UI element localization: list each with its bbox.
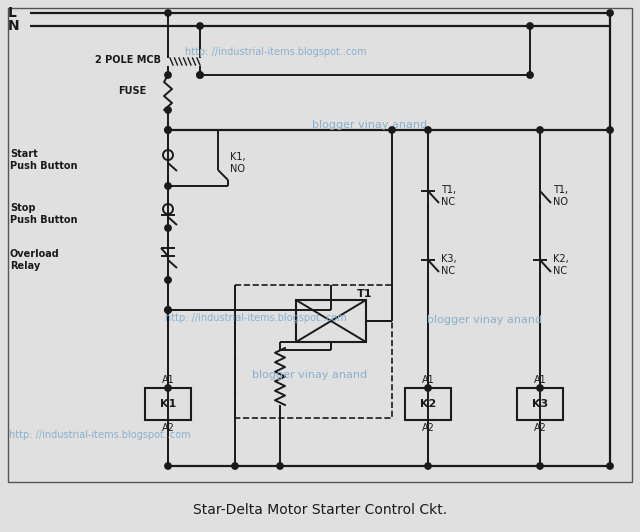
Circle shape bbox=[165, 307, 172, 313]
Circle shape bbox=[389, 127, 396, 133]
Text: http: //industrial-items.blogspot..com: http: //industrial-items.blogspot..com bbox=[185, 47, 367, 57]
Circle shape bbox=[607, 463, 613, 469]
Text: http: //industrial-items.blogspot..com: http: //industrial-items.blogspot..com bbox=[9, 430, 191, 440]
Circle shape bbox=[165, 183, 172, 189]
Bar bbox=[517, 388, 563, 420]
Circle shape bbox=[165, 127, 172, 133]
Circle shape bbox=[197, 72, 204, 78]
Circle shape bbox=[165, 463, 172, 469]
Bar bbox=[145, 388, 191, 420]
Circle shape bbox=[165, 10, 172, 16]
Text: blogger vinay anand: blogger vinay anand bbox=[428, 315, 543, 325]
Bar bbox=[296, 300, 366, 342]
Circle shape bbox=[537, 127, 543, 133]
Text: T1: T1 bbox=[357, 289, 372, 299]
Circle shape bbox=[165, 107, 172, 113]
Text: Start
Push Button: Start Push Button bbox=[10, 149, 77, 171]
Text: T1,
NC: T1, NC bbox=[441, 185, 456, 207]
Text: http: //industrial-items.blogspot..com: http: //industrial-items.blogspot..com bbox=[165, 313, 347, 323]
Circle shape bbox=[165, 225, 172, 231]
Circle shape bbox=[425, 463, 431, 469]
Circle shape bbox=[277, 463, 283, 469]
Circle shape bbox=[165, 127, 172, 133]
Circle shape bbox=[197, 23, 204, 29]
Circle shape bbox=[165, 72, 172, 78]
Text: K3: K3 bbox=[532, 399, 548, 409]
Text: K3,
NC: K3, NC bbox=[441, 254, 456, 276]
Text: A2: A2 bbox=[422, 423, 435, 433]
Text: FUSE: FUSE bbox=[118, 86, 147, 96]
Bar bbox=[405, 388, 451, 420]
Text: Overload
Relay: Overload Relay bbox=[10, 249, 60, 271]
Bar bbox=[8, 8, 632, 482]
Text: K1,
NO: K1, NO bbox=[230, 152, 246, 174]
Text: L: L bbox=[8, 6, 17, 20]
Circle shape bbox=[197, 72, 204, 78]
Circle shape bbox=[232, 463, 238, 469]
Text: Stop
Push Button: Stop Push Button bbox=[10, 203, 77, 225]
Text: A2: A2 bbox=[534, 423, 547, 433]
Text: A1: A1 bbox=[422, 375, 435, 385]
Text: A1: A1 bbox=[534, 375, 547, 385]
Circle shape bbox=[425, 385, 431, 391]
Text: T1,
NO: T1, NO bbox=[553, 185, 568, 207]
Text: 2 POLE MCB: 2 POLE MCB bbox=[95, 55, 161, 65]
Circle shape bbox=[165, 307, 172, 313]
Circle shape bbox=[537, 385, 543, 391]
Text: A1: A1 bbox=[162, 375, 174, 385]
Circle shape bbox=[527, 72, 533, 78]
Text: blogger vinay anand: blogger vinay anand bbox=[252, 370, 367, 380]
Text: N: N bbox=[8, 19, 20, 33]
Text: K1: K1 bbox=[160, 399, 176, 409]
Bar bbox=[235, 285, 392, 418]
Circle shape bbox=[537, 463, 543, 469]
Circle shape bbox=[165, 277, 172, 283]
Circle shape bbox=[607, 10, 613, 16]
Text: blogger vinay anand: blogger vinay anand bbox=[312, 120, 428, 130]
Circle shape bbox=[607, 127, 613, 133]
Text: A2: A2 bbox=[161, 423, 175, 433]
Circle shape bbox=[527, 23, 533, 29]
Text: Star-Delta Motor Starter Control Ckt.: Star-Delta Motor Starter Control Ckt. bbox=[193, 503, 447, 517]
Text: K2,
NC: K2, NC bbox=[553, 254, 569, 276]
Circle shape bbox=[425, 127, 431, 133]
Text: K2: K2 bbox=[420, 399, 436, 409]
Circle shape bbox=[165, 385, 172, 391]
